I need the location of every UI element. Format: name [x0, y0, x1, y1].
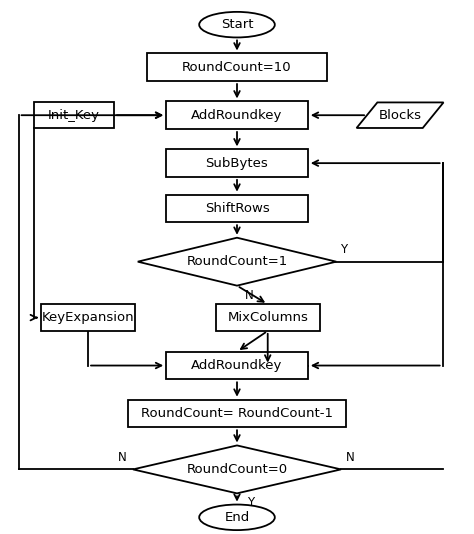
- Text: RoundCount=1: RoundCount=1: [186, 255, 288, 268]
- Ellipse shape: [199, 12, 275, 37]
- Text: Start: Start: [221, 18, 253, 31]
- Text: Blocks: Blocks: [379, 109, 421, 122]
- FancyBboxPatch shape: [216, 304, 319, 331]
- Text: Init_Key: Init_Key: [48, 109, 100, 122]
- FancyBboxPatch shape: [166, 194, 308, 222]
- FancyBboxPatch shape: [166, 101, 308, 129]
- Polygon shape: [133, 445, 341, 493]
- Polygon shape: [356, 103, 444, 128]
- Text: MixColumns: MixColumns: [227, 311, 308, 324]
- Text: AddRoundkey: AddRoundkey: [191, 109, 283, 122]
- FancyBboxPatch shape: [41, 304, 136, 331]
- Text: ShiftRows: ShiftRows: [205, 202, 269, 215]
- FancyBboxPatch shape: [166, 352, 308, 379]
- Text: Y: Y: [246, 497, 254, 509]
- Text: N: N: [346, 451, 355, 464]
- Text: Y: Y: [340, 244, 347, 256]
- Polygon shape: [138, 238, 336, 286]
- Ellipse shape: [199, 505, 275, 530]
- Text: RoundCount=10: RoundCount=10: [182, 61, 292, 74]
- FancyBboxPatch shape: [166, 150, 308, 177]
- Text: RoundCount=0: RoundCount=0: [186, 463, 288, 476]
- Text: SubBytes: SubBytes: [206, 156, 268, 170]
- FancyBboxPatch shape: [34, 103, 114, 128]
- Text: KeyExpansion: KeyExpansion: [42, 311, 135, 324]
- Text: RoundCount= RoundCount-1: RoundCount= RoundCount-1: [141, 407, 333, 420]
- Text: AddRoundkey: AddRoundkey: [191, 359, 283, 372]
- FancyBboxPatch shape: [147, 53, 327, 81]
- Text: N: N: [245, 289, 253, 302]
- FancyBboxPatch shape: [128, 399, 346, 427]
- Text: N: N: [118, 451, 127, 464]
- Text: End: End: [224, 511, 250, 524]
